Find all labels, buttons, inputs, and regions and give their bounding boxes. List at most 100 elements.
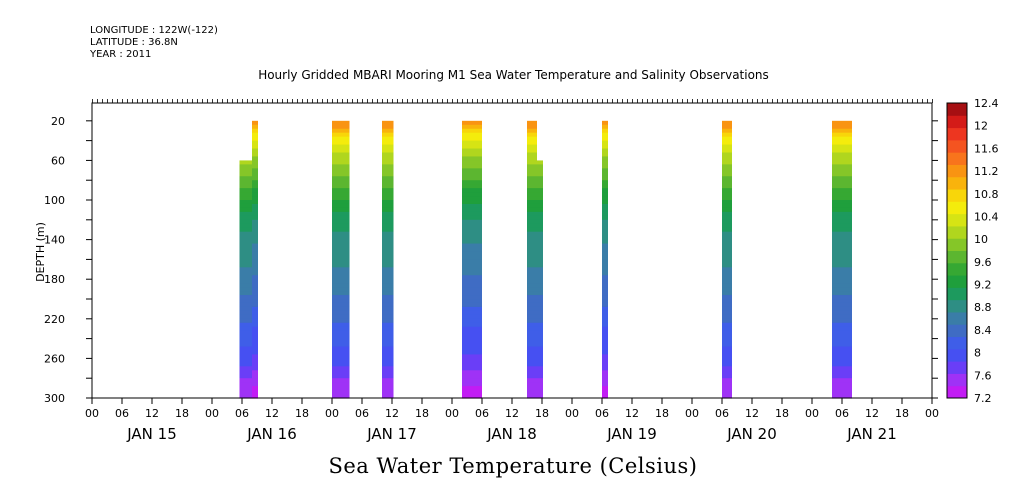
x-tick-label: 00 [925, 407, 939, 420]
colorbar-swatch [947, 103, 967, 116]
data-cell [527, 378, 537, 383]
data-cell [462, 283, 482, 288]
data-cell [602, 314, 608, 320]
data-cell [239, 346, 252, 352]
data-cell [252, 366, 258, 371]
data-cell [239, 342, 252, 348]
data-cell [382, 184, 394, 189]
data-cell [602, 196, 608, 201]
data-cell [382, 140, 394, 146]
data-column [239, 160, 252, 399]
data-cell [382, 318, 394, 324]
data-cell [722, 378, 732, 383]
data-cell [722, 267, 732, 272]
data-cell [252, 275, 258, 280]
data-cell [832, 267, 852, 272]
data-cell [602, 255, 608, 261]
data-cell [332, 299, 350, 304]
data-cell [527, 144, 537, 150]
data-cell [527, 370, 537, 375]
data-cell [832, 192, 852, 197]
data-cell [252, 259, 258, 264]
data-cell [239, 172, 252, 177]
data-cell [832, 299, 852, 304]
colorbar-label: 12.4 [974, 97, 999, 110]
data-cell [832, 346, 852, 352]
data-cell [602, 338, 608, 344]
data-cell [602, 156, 608, 162]
data-cell [332, 370, 350, 375]
data-cell [832, 227, 852, 233]
data-cell [382, 354, 394, 360]
data-cell [602, 148, 608, 154]
data-cell [252, 200, 258, 205]
x-day-label: JAN 18 [486, 425, 537, 443]
data-cell [832, 370, 852, 375]
data-cell [527, 354, 537, 360]
data-cell [462, 318, 482, 324]
data-cell [252, 235, 258, 241]
colorbar-swatch [947, 152, 967, 165]
colorbar-swatch [947, 139, 967, 153]
data-cell [252, 160, 258, 165]
data-cell [527, 390, 537, 395]
data-cell [602, 227, 608, 233]
data-cell [602, 318, 608, 324]
data-cell [722, 132, 732, 138]
data-cell [252, 354, 258, 360]
data-cell [537, 219, 543, 225]
x-tick-label: 06 [355, 407, 369, 420]
data-cell [722, 239, 732, 245]
y-tick-label: 180 [44, 273, 65, 286]
data-cell [332, 310, 350, 316]
data-cell [527, 386, 537, 391]
data-cell [252, 192, 258, 197]
data-cell [382, 203, 394, 209]
data-cell [239, 330, 252, 336]
data-cell [332, 160, 350, 165]
data-cell [382, 342, 394, 348]
data-cell [462, 227, 482, 233]
colorbar-swatch [947, 324, 967, 338]
data-cell [602, 207, 608, 213]
y-tick-label: 60 [51, 154, 65, 167]
data-cell [332, 148, 350, 154]
data-cell [832, 124, 852, 130]
data-cell [537, 338, 543, 344]
colorbar-label: 8.4 [974, 324, 992, 337]
data-cell [462, 164, 482, 169]
data-cell [462, 279, 482, 284]
data-cell [382, 144, 394, 150]
data-cell [537, 358, 543, 363]
data-cell [722, 322, 732, 328]
data-cell [239, 231, 252, 237]
data-cell [602, 370, 608, 375]
data-cell [722, 350, 732, 356]
data-cell [252, 231, 258, 237]
data-cell [252, 295, 258, 300]
data-cell [252, 136, 258, 142]
data-cell [239, 374, 252, 379]
data-cell [722, 227, 732, 233]
data-cell [252, 227, 258, 233]
data-cell [722, 152, 732, 158]
data-cell [602, 172, 608, 177]
data-cell [239, 239, 252, 245]
data-cell [382, 330, 394, 336]
data-cell [252, 247, 258, 253]
data-cell [527, 326, 537, 332]
data-cell [832, 362, 852, 367]
data-cell [722, 370, 732, 375]
data-cell [602, 160, 608, 165]
data-cell [832, 374, 852, 379]
data-cell [527, 223, 537, 229]
data-cell [527, 124, 537, 130]
data-cell [527, 196, 537, 201]
data-cell [332, 346, 350, 352]
data-cell [239, 314, 252, 320]
x-tick-label: 18 [295, 407, 309, 420]
data-cell [382, 156, 394, 162]
data-cell [332, 366, 350, 371]
data-cell [537, 203, 543, 209]
data-cell [252, 338, 258, 344]
